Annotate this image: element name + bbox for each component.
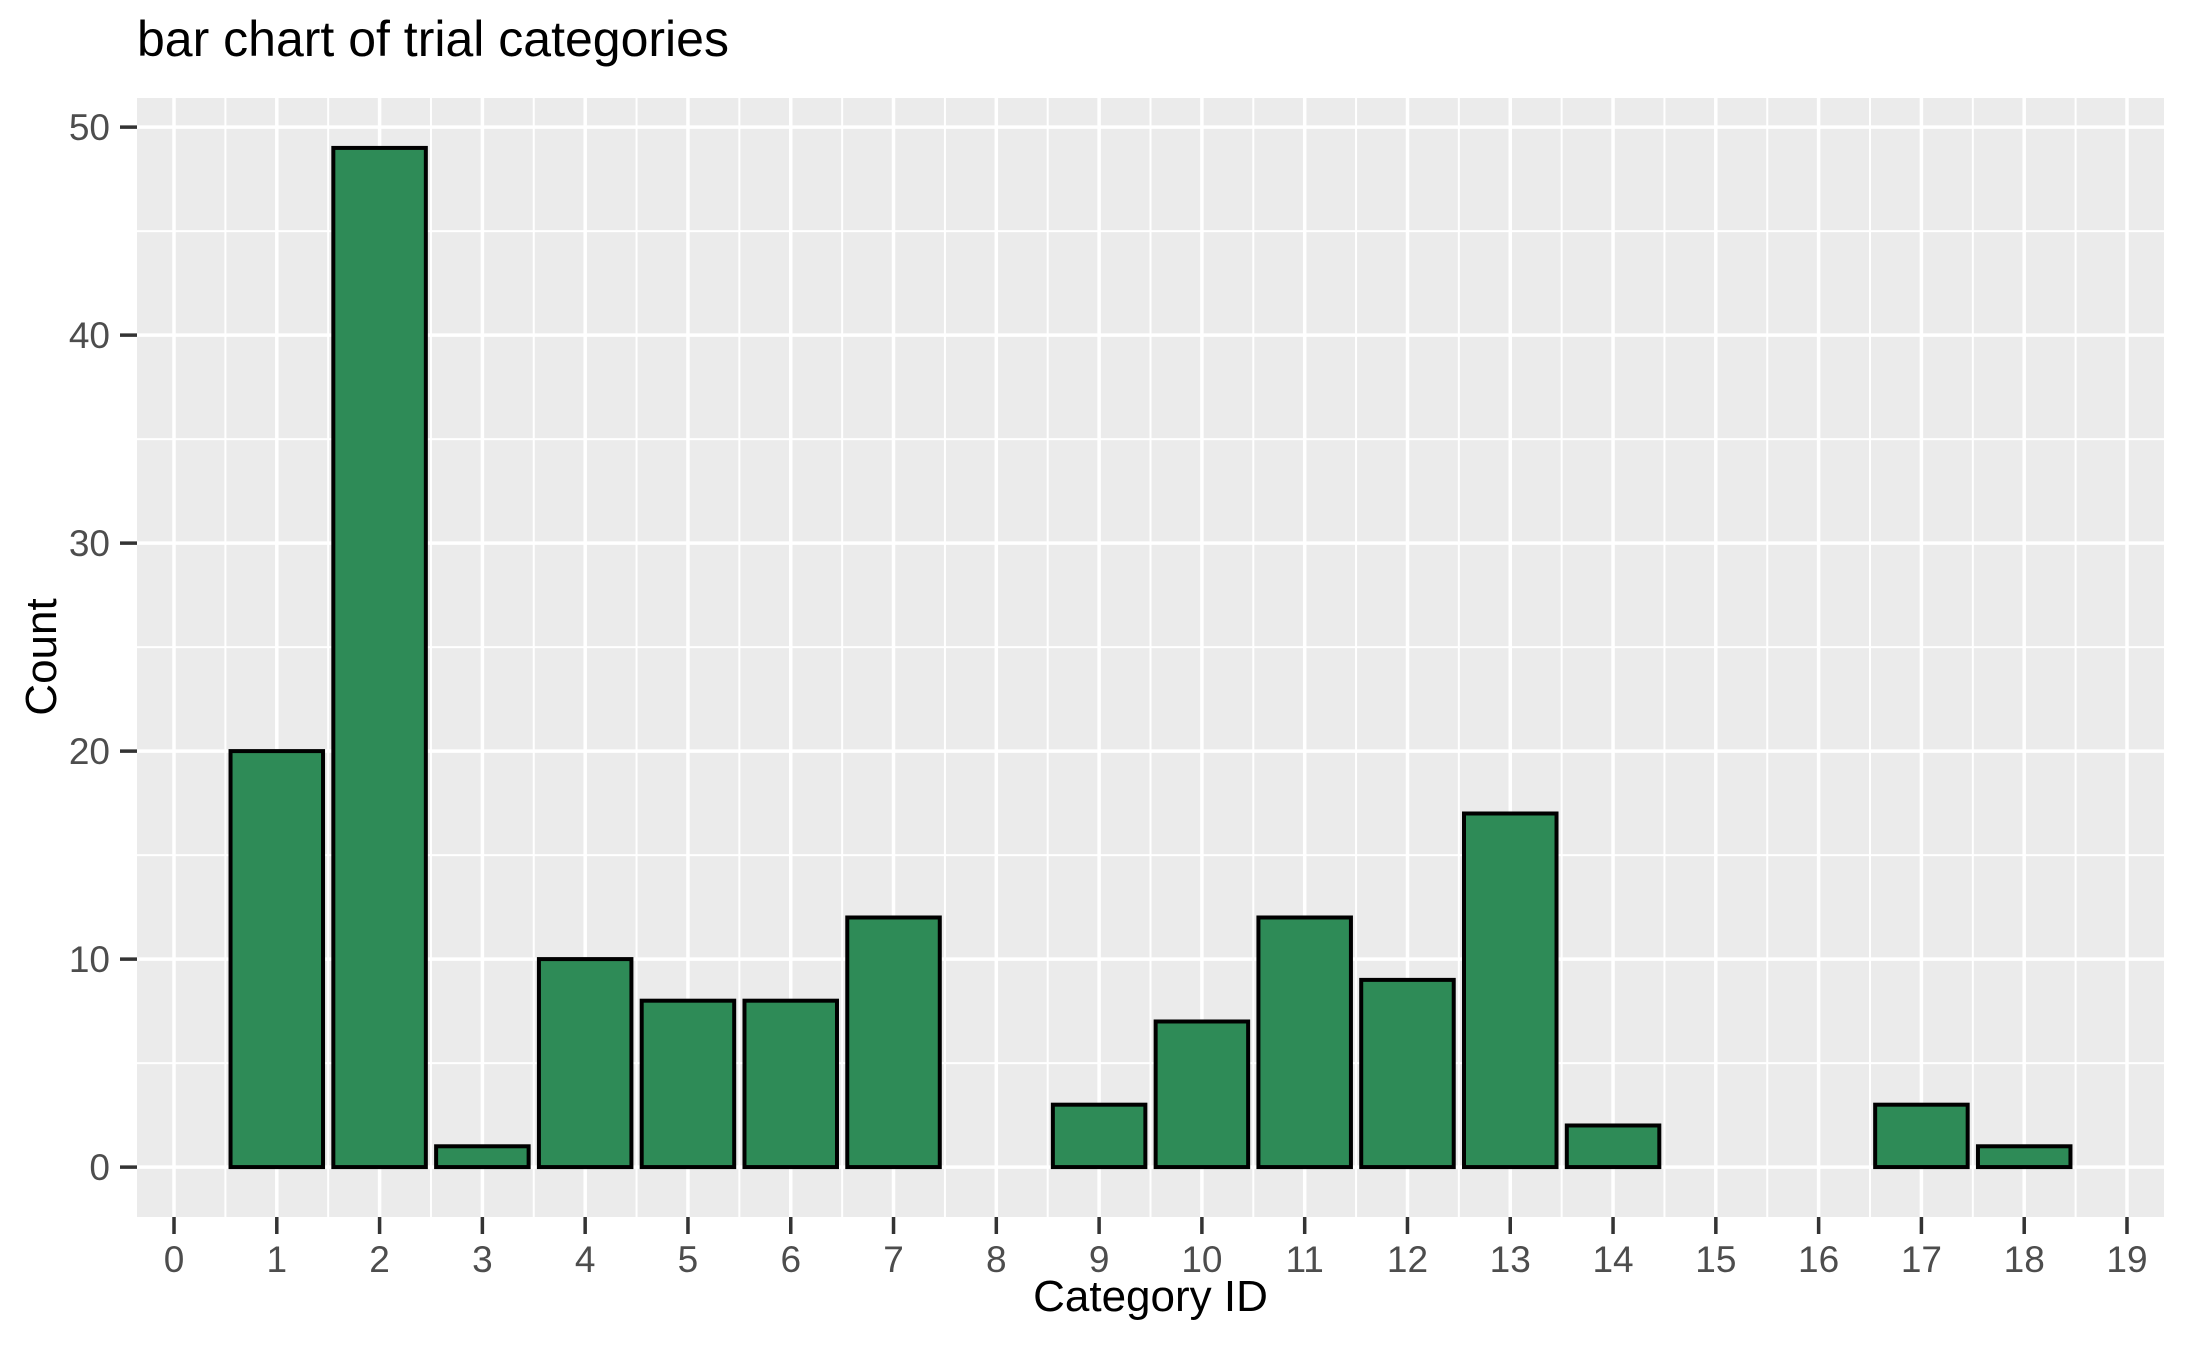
bar-category-1 (228, 749, 326, 1170)
bar-category-14 (1564, 1123, 1662, 1170)
bar-category-13 (1462, 811, 1559, 1170)
x-tick-label-11: 11 (1285, 1239, 1323, 1280)
bar-category-12 (1359, 977, 1456, 1170)
x-tick-label-4: 4 (575, 1239, 596, 1280)
x-tick-label-5: 5 (678, 1239, 699, 1280)
x-tick-label-1: 1 (267, 1239, 288, 1280)
x-tick-label-10: 10 (1181, 1239, 1222, 1280)
x-tick-label-19: 19 (2106, 1239, 2147, 1280)
x-tick-label-18: 18 (2004, 1239, 2045, 1280)
y-tick-label-40: 40 (69, 315, 110, 356)
x-tick-label-7: 7 (883, 1239, 904, 1280)
x-tick-label-15: 15 (1695, 1239, 1736, 1280)
x-axis-title: Category ID (1033, 1272, 1268, 1321)
x-tick-label-16: 16 (1798, 1239, 1839, 1280)
chart-title: bar chart of trial categories (137, 11, 729, 67)
x-tick-label-8: 8 (986, 1239, 1007, 1280)
bar-category-9 (1050, 1102, 1148, 1170)
x-tick-label-12: 12 (1387, 1239, 1428, 1280)
x-tick-label-9: 9 (1089, 1239, 1110, 1280)
bar-category-2 (331, 145, 428, 1170)
bar-category-5 (639, 998, 737, 1170)
y-tick-label-0: 0 (89, 1147, 110, 1188)
bar-category-11 (1256, 915, 1353, 1170)
x-tick-label-13: 13 (1490, 1239, 1531, 1280)
y-tick-label-20: 20 (69, 731, 110, 772)
bar-category-4 (536, 957, 634, 1170)
bar-category-3 (434, 1144, 531, 1170)
x-tick-label-3: 3 (472, 1239, 493, 1280)
x-tick-label-6: 6 (780, 1239, 801, 1280)
x-tick-label-14: 14 (1592, 1239, 1633, 1280)
bar-category-7 (845, 915, 942, 1170)
y-tick-label-50: 50 (69, 107, 110, 148)
bar-category-18 (1975, 1144, 2073, 1170)
y-tick-label-10: 10 (69, 939, 110, 980)
x-tick-label-17: 17 (1901, 1239, 1942, 1280)
bar-category-17 (1873, 1102, 1970, 1170)
y-tick-label-30: 30 (69, 523, 110, 564)
x-tick-label-2: 2 (369, 1239, 390, 1280)
bar-category-6 (742, 998, 839, 1170)
x-tick-label-0: 0 (164, 1239, 185, 1280)
bar-category-10 (1153, 1019, 1251, 1170)
